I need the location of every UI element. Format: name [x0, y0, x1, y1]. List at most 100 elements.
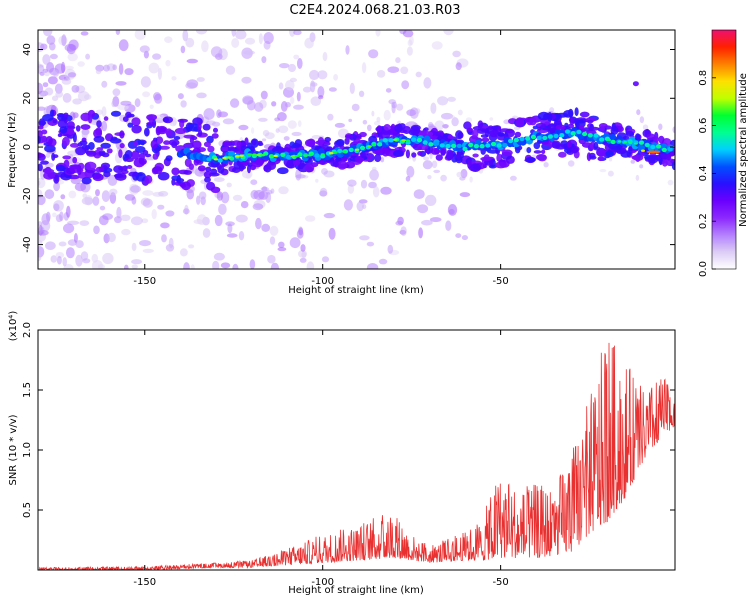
spectrogram-cell: [249, 259, 256, 269]
spectrogram-cell: [88, 142, 95, 150]
spectrogram-cell: [599, 137, 605, 142]
spectrogram-cell: [411, 137, 417, 142]
spectrogram-cell: [119, 130, 125, 139]
spectrogram-cell: [148, 114, 154, 123]
spectrogram-cell: [505, 129, 514, 134]
spectrogram-cell: [381, 147, 390, 157]
spectrogram-cell: [231, 30, 236, 37]
spectrogram-cell: [80, 124, 91, 130]
spectrogram-cell: [95, 189, 100, 197]
spectrogram-cell: [642, 124, 649, 130]
spectrogram-cell: [287, 120, 297, 129]
spectrogram-cell: [374, 154, 382, 163]
spectrogram-cell: [285, 80, 295, 91]
spectrogram-cell: [142, 190, 154, 196]
spectrogram-cell: [190, 264, 195, 269]
spectrogram-cell: [251, 127, 255, 134]
spectrogram-cell: [112, 88, 121, 97]
spectrogram-cell: [251, 139, 257, 146]
spectrogram-cell: [269, 154, 274, 157]
spectrogram-cell: [278, 125, 289, 134]
spectrogram-cell: [241, 76, 252, 84]
spectrogram-cell: [135, 172, 146, 182]
spectrogram-cell: [406, 46, 413, 56]
spectrogram-cell: [371, 166, 377, 171]
snr-xtick-label: -100: [311, 577, 334, 588]
spectrogram-cell: [385, 88, 392, 93]
spectrogram-cell: [658, 123, 663, 131]
spectrogram-cell: [171, 178, 176, 186]
spectrogram-cell: [269, 236, 276, 245]
spectrogram-cell: [300, 244, 306, 252]
spectrogram-cell: [152, 153, 159, 160]
spectrogram-cell: [422, 160, 433, 170]
spectrogram-cell: [41, 129, 48, 135]
spectrogram-cell: [45, 241, 56, 250]
spectrogram-cell: [238, 124, 249, 131]
spectrogram-cell: [510, 175, 517, 181]
spectrogram-cell: [536, 154, 547, 161]
spectrogram-cell: [508, 138, 514, 144]
spectrogram-ytick-label: 20: [22, 92, 33, 105]
spectrogram-cell: [431, 41, 443, 50]
spectrogram-cell: [158, 190, 169, 197]
spectrogram-cell: [261, 56, 267, 64]
spectrogram-cell: [266, 161, 277, 171]
spectrogram-cell: [250, 189, 259, 200]
spectrogram-cell: [127, 122, 134, 128]
spectrogram-cell: [497, 132, 505, 137]
spectrogram-cell: [52, 119, 57, 124]
spectrogram-cell: [459, 176, 466, 181]
spectrogram-cell: [579, 111, 590, 118]
spectrogram-cell: [79, 220, 90, 227]
spectrogram-cell: [279, 63, 290, 69]
spectrogram-cell: [533, 150, 542, 154]
spectrogram-cell: [304, 37, 314, 49]
spectrogram-cell: [452, 50, 461, 58]
spectrogram-cell: [380, 129, 392, 135]
spectrogram-cell: [368, 49, 379, 59]
spectrogram-cell: [62, 93, 72, 103]
spectrogram-cell: [359, 145, 366, 151]
spectrogram-cell: [146, 121, 156, 126]
spectrogram-cell: [301, 251, 307, 259]
spectrogram-cell: [377, 142, 383, 147]
spectrogram-cell: [636, 109, 641, 116]
spectrogram-cell: [162, 116, 174, 124]
spectrogram-cell: [128, 171, 138, 177]
spectrogram-cell: [288, 63, 296, 73]
spectrogram-cell: [59, 126, 68, 134]
spectrogram-cell: [126, 165, 133, 169]
spectrogram-cell: [244, 37, 256, 45]
spectrogram-cell: [203, 108, 215, 120]
spectrogram-cell: [74, 182, 86, 192]
spectrogram-panel: -150 -100 -50 -40 -20 0 20 40 Height of straigh…: [7, 29, 676, 296]
spectrogram-cell: [405, 139, 411, 142]
spectrogram-cell: [231, 38, 240, 48]
spectrogram-cell: [44, 87, 54, 96]
spectrogram-cell: [107, 232, 116, 243]
spectrogram-cell: [72, 156, 78, 164]
spectrogram-cell: [543, 162, 549, 168]
spectrogram-cell: [278, 241, 285, 248]
spectrogram-cell: [376, 116, 381, 123]
spectrogram-cell: [490, 141, 497, 147]
spectrogram-cell: [232, 263, 239, 269]
spectrogram-cell: [77, 61, 85, 67]
spectrogram-ticks: -150 -100 -50 -40 -20 0 20 40: [22, 30, 675, 287]
spectrogram-cell: [53, 174, 60, 184]
spectrogram-cell: [317, 86, 325, 98]
spectrogram-cell: [356, 201, 364, 212]
spectrogram-cell: [647, 155, 659, 164]
spectrogram-cell: [406, 166, 415, 178]
spectrogram-cell: [139, 45, 150, 53]
spectrogram-cell: [667, 147, 673, 152]
spectrogram-cell: [547, 112, 553, 122]
spectrogram-cell: [476, 128, 488, 134]
snr-series-line: [38, 342, 675, 570]
spectrogram-cell: [148, 62, 160, 74]
spectrogram-cell: [409, 35, 414, 46]
colorbar-tick-label: 0.8: [698, 70, 709, 86]
spectrogram-cell: [382, 138, 388, 143]
spectrogram-cell: [277, 112, 287, 122]
